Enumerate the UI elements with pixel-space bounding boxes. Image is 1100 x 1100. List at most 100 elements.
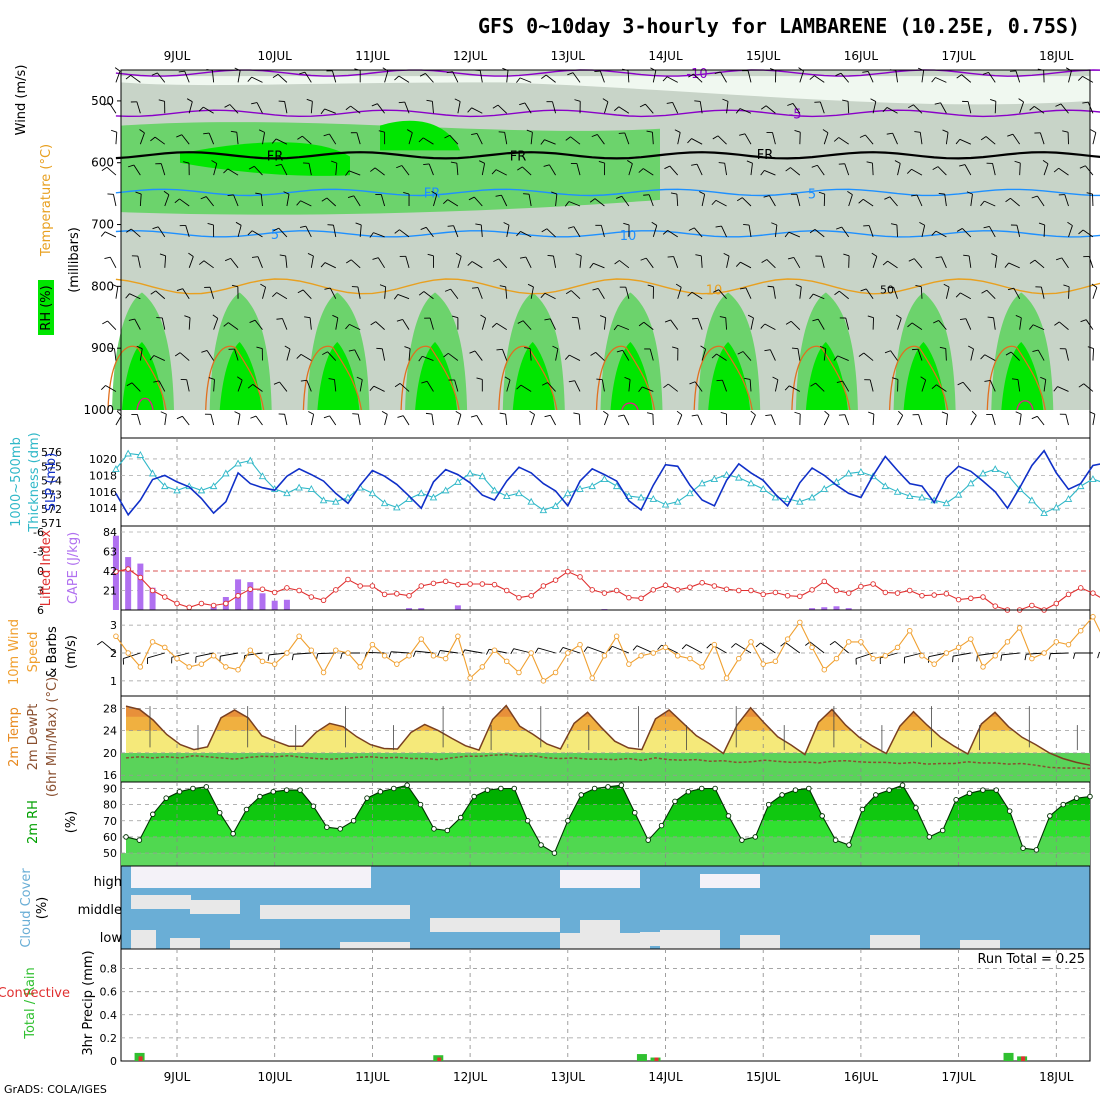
rh2m-point — [230, 830, 236, 837]
wind-barb — [497, 104, 508, 114]
lifted-index-point — [980, 594, 986, 600]
isotherm-plus25 — [136, 397, 154, 411]
wind-barb — [596, 378, 603, 381]
wind-barb — [614, 106, 620, 112]
wind-barb — [666, 101, 673, 104]
wind-barb — [921, 225, 926, 238]
wind-barb-surface — [794, 411, 801, 415]
wind-barb — [594, 70, 601, 73]
wind-barb — [621, 196, 630, 207]
wind10-point — [430, 653, 437, 659]
wind-barb — [772, 376, 779, 381]
wind10-barb — [657, 644, 662, 650]
wind-barb — [158, 380, 166, 392]
wind-barb-surface — [182, 416, 190, 426]
wind10-barb — [785, 642, 801, 654]
rh2m-point — [859, 806, 866, 813]
wind-barb — [381, 348, 386, 361]
wind-barb — [185, 225, 190, 238]
wind10-point — [1004, 639, 1011, 645]
wind-barb — [101, 166, 108, 171]
date-label-bottom: 13JUL — [551, 1070, 586, 1084]
lifted-index-point — [369, 583, 376, 589]
wind-barb — [262, 287, 267, 299]
lifted-index-point — [552, 577, 559, 583]
thickness-point — [124, 449, 132, 457]
wind-barb-surface — [1019, 414, 1022, 426]
lifted-index-point — [992, 603, 998, 609]
wind-barb — [253, 166, 263, 176]
wind10-point — [345, 650, 351, 656]
wind-barb — [628, 163, 633, 176]
wind-barb — [373, 232, 385, 238]
wind-barb — [980, 200, 985, 207]
wind-barb — [348, 170, 361, 176]
lifted-index-point — [491, 581, 498, 588]
wind10-point — [1041, 650, 1047, 656]
lifted-index-point — [601, 590, 608, 596]
lifted-index-point — [223, 600, 229, 607]
thickness-point — [637, 493, 645, 501]
wind-barb — [718, 162, 725, 164]
wind-barb — [639, 103, 646, 108]
wind-barb — [932, 166, 939, 170]
wind10-point — [992, 653, 998, 659]
wind10-point — [1065, 641, 1072, 648]
rh-lowlevel-core — [219, 342, 262, 410]
precip-convective-bar — [1021, 1056, 1026, 1061]
wind10-barb — [101, 641, 117, 654]
wind-barb — [126, 228, 132, 233]
lifted-index-point — [858, 583, 864, 590]
wind-barb — [820, 256, 825, 268]
wind-barb — [892, 377, 899, 380]
precip-tick-label: 0.2 — [100, 1032, 118, 1045]
wind-barb — [567, 226, 574, 229]
wind-barb — [1068, 70, 1072, 83]
wind-barb — [328, 378, 335, 380]
cape-bar — [283, 599, 290, 610]
wind10-point — [235, 666, 241, 673]
lifted-index-point — [565, 568, 571, 575]
wind-barb — [645, 103, 654, 114]
wind-barb — [247, 76, 253, 82]
rh2m-point — [444, 827, 451, 834]
wind-barb — [371, 103, 378, 107]
wind-barb — [310, 101, 313, 114]
wind-barb — [184, 71, 190, 83]
wind-barb — [154, 136, 166, 145]
wind-barb — [544, 292, 556, 300]
wind10-barb — [147, 652, 165, 659]
wind-barb — [896, 224, 898, 237]
temp2m-line — [125, 704, 1091, 766]
y-label-precip-total: Total / Rain — [23, 967, 38, 1040]
wind10-point — [723, 675, 730, 681]
wind-barb — [184, 315, 191, 319]
slp-tick-label: 1016 — [89, 486, 117, 499]
lifted-index-point — [516, 594, 522, 601]
wind-barb — [528, 194, 532, 207]
wind-barb — [744, 377, 751, 380]
wind-barb — [564, 354, 570, 360]
wind10-point — [442, 655, 449, 662]
rh2m-tick-label: 70 — [103, 815, 117, 828]
wind-barb — [601, 379, 605, 392]
rh2m-point — [498, 785, 504, 792]
lifted-index-point — [723, 586, 730, 592]
wind-barb — [251, 230, 263, 238]
wind-barb — [299, 225, 306, 228]
wind-barb — [349, 323, 361, 331]
wind-barb-surface — [623, 414, 630, 426]
wind-barb — [213, 379, 215, 392]
rh2m-point — [364, 795, 370, 801]
thickness-point — [735, 473, 743, 481]
thickness-point — [820, 485, 829, 492]
wind-barb — [945, 348, 947, 361]
wind10-point — [271, 661, 278, 667]
wind-tick-label: 1 — [110, 675, 117, 688]
wind-barb — [789, 385, 801, 392]
lifted-index-point — [650, 587, 657, 593]
wind-barb — [739, 108, 752, 114]
wind-barb — [176, 134, 183, 138]
rh2m-point — [886, 787, 892, 793]
thickness-point — [393, 503, 401, 511]
